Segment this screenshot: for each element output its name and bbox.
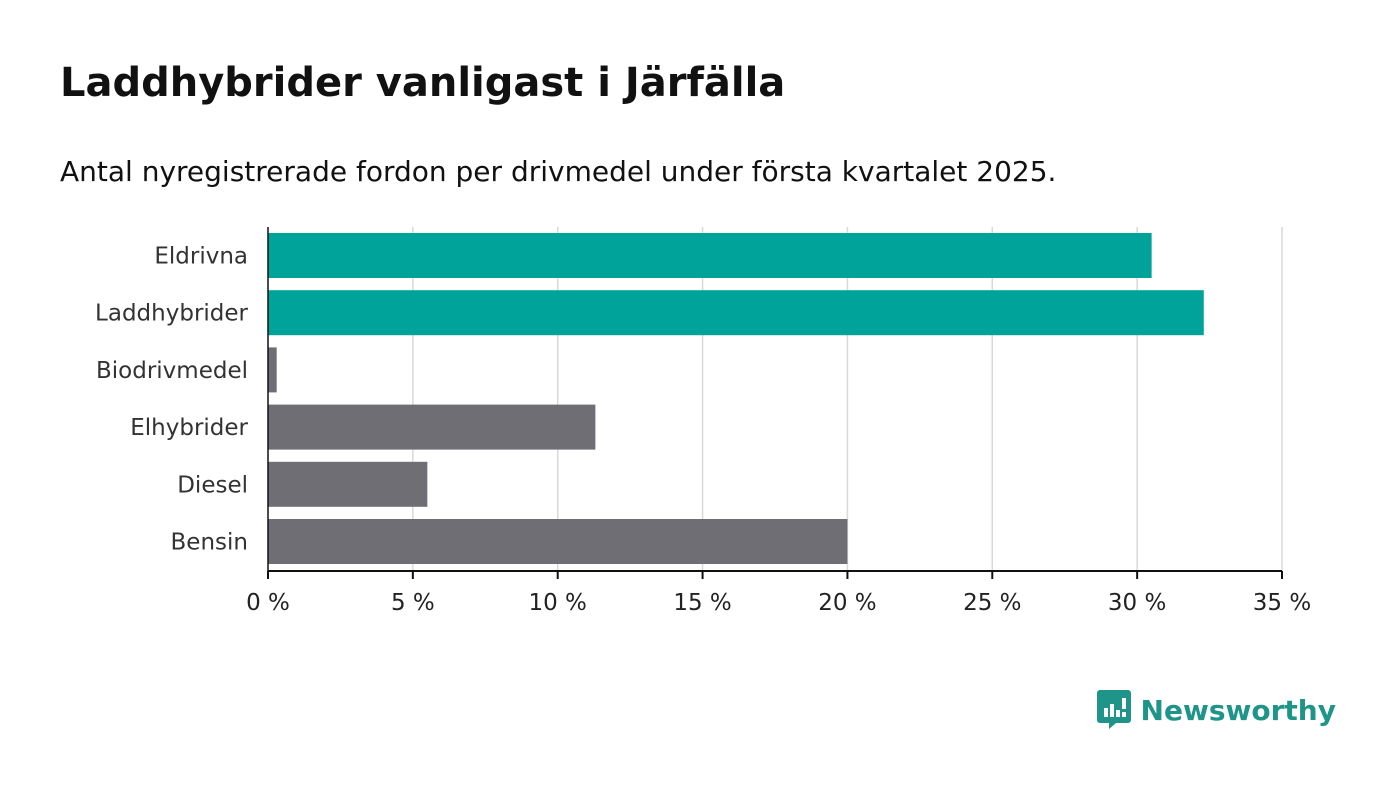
category-label: Elhybrider <box>130 415 248 441</box>
brand-name: Newsworthy <box>1140 693 1336 727</box>
bar <box>268 233 1152 278</box>
x-tick-label: 35 % <box>1253 590 1311 616</box>
x-tick-label: 0 % <box>246 590 290 616</box>
grid-lines <box>412 227 1283 571</box>
category-label: Bensin <box>171 530 248 556</box>
x-tick-label: 10 % <box>528 590 586 616</box>
chart-title: Laddhybrider vanligast i Järfälla <box>60 60 786 106</box>
bars <box>268 233 1204 564</box>
chart-subtitle: Antal nyregistrerade fordon per drivmede… <box>60 155 1057 188</box>
newsworthy-logo-icon <box>1096 690 1131 729</box>
newsworthy-logo: Newsworthy <box>1096 690 1336 730</box>
bar <box>268 290 1204 336</box>
x-axis: 0 % 5 % 10 % 15 % 20 % 25 % 30 % 35 % <box>246 227 1311 616</box>
x-tick-label: 30 % <box>1108 590 1166 616</box>
bar <box>268 519 848 564</box>
category-label: Eldrivna <box>154 244 248 270</box>
bar <box>268 461 428 507</box>
bar <box>268 404 596 450</box>
x-tick-label: 20 % <box>818 590 876 616</box>
category-label: Laddhybrider <box>95 301 248 327</box>
bar <box>268 347 277 393</box>
x-tick-label: 15 % <box>673 590 731 616</box>
category-labels: Eldrivna Laddhybrider Biodrivmedel Elhybrid… <box>95 244 248 556</box>
category-label: Diesel <box>177 472 248 498</box>
x-tick-label: 5 % <box>391 590 435 616</box>
x-tick-label: 25 % <box>963 590 1021 616</box>
category-label: Biodrivmedel <box>96 358 248 384</box>
